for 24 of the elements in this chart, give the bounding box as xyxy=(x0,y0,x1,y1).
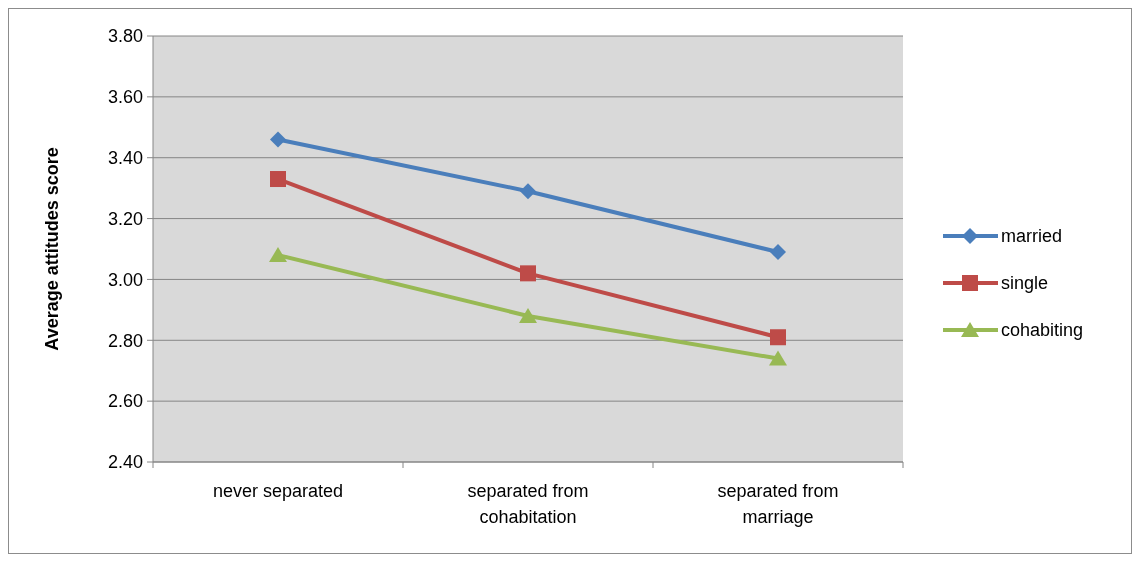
legend-label: single xyxy=(1001,273,1049,294)
y-tick-label: 3.00 xyxy=(107,269,143,290)
y-axis-title: Average attitudes score xyxy=(42,147,62,351)
y-tick-label: 3.60 xyxy=(107,87,143,108)
point xyxy=(520,265,536,282)
y-tick-label: 3.40 xyxy=(107,148,143,169)
y-tick-label: 2.60 xyxy=(107,391,143,412)
y-tick-label: 2.80 xyxy=(107,330,143,351)
y-tick-label: 3.80 xyxy=(107,26,143,47)
point xyxy=(269,247,287,263)
point xyxy=(520,183,536,200)
point xyxy=(270,131,286,148)
y-tick-label: 3.20 xyxy=(107,208,143,229)
point xyxy=(519,307,537,323)
point xyxy=(270,171,286,188)
y-tick-label: 2.40 xyxy=(107,452,143,473)
point xyxy=(770,329,786,346)
x-tick-label: never separated xyxy=(212,481,344,501)
legend-label: married xyxy=(1001,226,1063,247)
point xyxy=(770,244,786,261)
point xyxy=(769,350,787,366)
legend-label: cohabiting xyxy=(1001,320,1084,341)
x-tick-label: separated from marriage xyxy=(717,481,839,527)
x-tick-label: separated from cohabitation xyxy=(467,481,589,527)
